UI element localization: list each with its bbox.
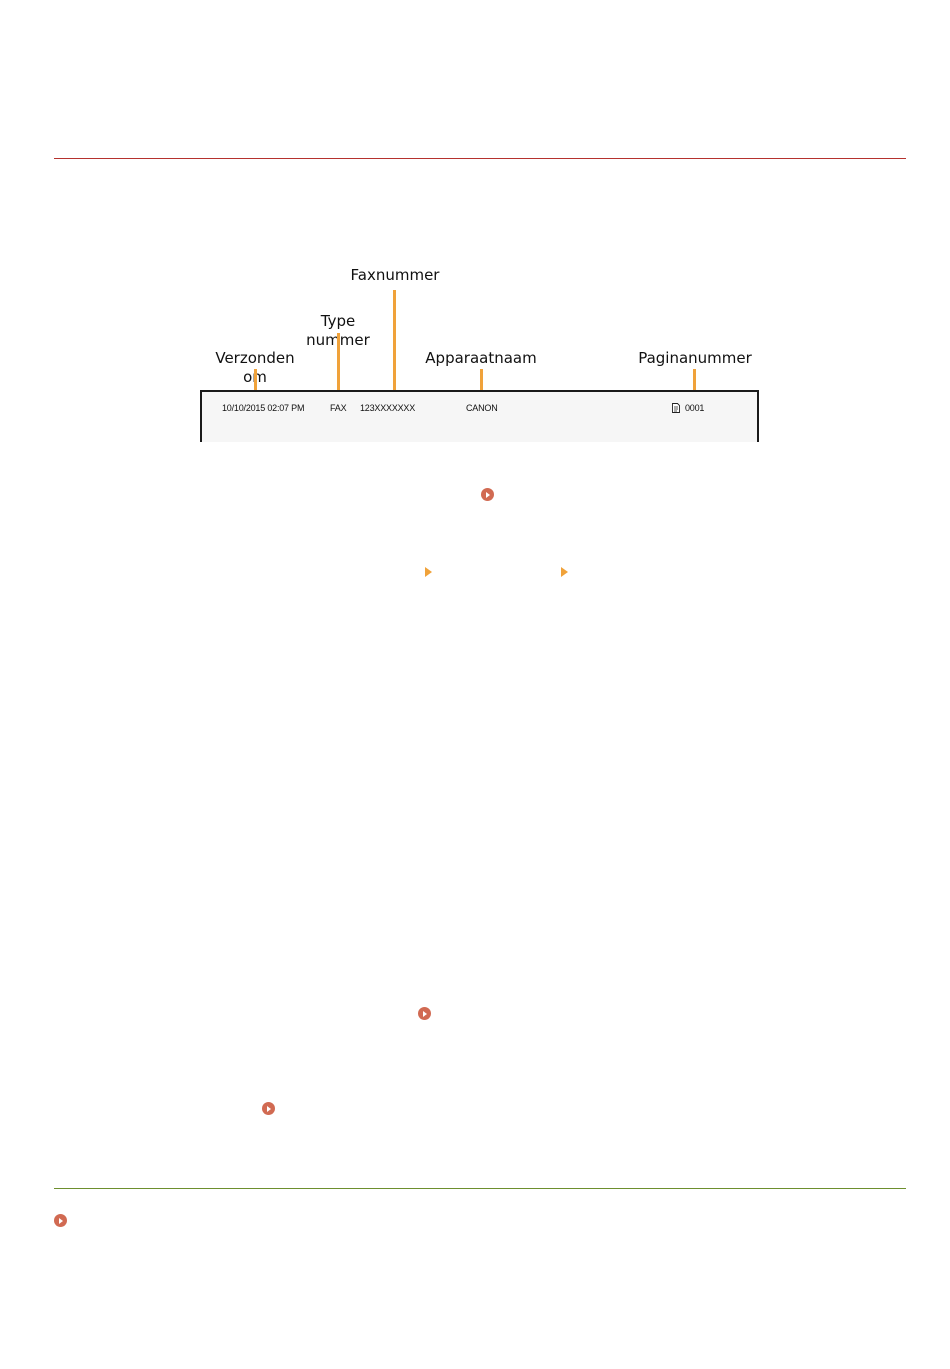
leader-type-nummer [337,333,340,396]
document-icon [672,403,680,413]
circle-play-icon[interactable] [262,1102,275,1115]
triangle-right-icon [425,567,432,577]
header-page-number: 0001 [685,403,705,413]
label-faxnummer: Faxnummer [350,266,440,284]
triangle-right-icon [561,567,568,577]
section-divider-top [54,158,906,159]
label-paginanummer: Paginanummer [638,349,752,367]
header-type: FAX [330,403,347,413]
header-fax-number: 123XXXXXXX [360,403,416,413]
header-device-name: CANON [466,403,498,413]
leader-faxnummer [393,290,396,396]
header-datetime: 10/10/2015 02:07 PM [222,403,305,413]
section-divider-bottom [54,1188,906,1189]
fax-header-preview [200,390,759,442]
circle-play-icon[interactable] [481,488,494,501]
circle-play-icon[interactable] [418,1007,431,1020]
circle-play-icon[interactable] [54,1214,67,1227]
leader-paginanummer [693,369,696,396]
leader-apparaatnaam [480,369,483,396]
leader-verzonden-om [254,369,257,396]
label-apparaatnaam: Apparaatnaam [425,349,537,367]
